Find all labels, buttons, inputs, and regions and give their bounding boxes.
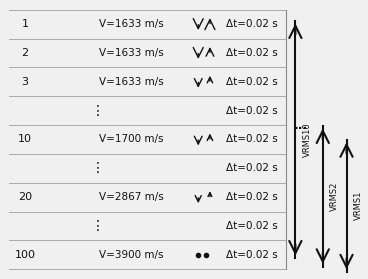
Text: VRMS10: VRMS10 (303, 122, 312, 157)
Text: V=2867 m/s: V=2867 m/s (99, 192, 163, 202)
Text: Δt=0.02 s: Δt=0.02 s (226, 163, 277, 173)
Text: 10: 10 (18, 134, 32, 145)
Text: V=3900 m/s: V=3900 m/s (99, 250, 163, 260)
Text: 20: 20 (18, 192, 32, 202)
Text: 100: 100 (15, 250, 36, 260)
Text: 1: 1 (22, 19, 29, 29)
Text: ...: ... (294, 119, 308, 132)
Text: Δt=0.02 s: Δt=0.02 s (226, 192, 277, 202)
Text: ⋮: ⋮ (91, 219, 105, 233)
Text: VRMS1: VRMS1 (354, 191, 363, 220)
Text: Δt=0.02 s: Δt=0.02 s (226, 106, 277, 116)
Text: V=1700 m/s: V=1700 m/s (99, 134, 163, 145)
Text: Δt=0.02 s: Δt=0.02 s (226, 77, 277, 87)
Text: V=1633 m/s: V=1633 m/s (99, 77, 163, 87)
Text: Δt=0.02 s: Δt=0.02 s (226, 134, 277, 145)
Text: Δt=0.02 s: Δt=0.02 s (226, 250, 277, 260)
Text: Δt=0.02 s: Δt=0.02 s (226, 19, 277, 29)
Text: Δt=0.02 s: Δt=0.02 s (226, 221, 277, 231)
Text: 3: 3 (22, 77, 29, 87)
Text: ⋮: ⋮ (91, 104, 105, 118)
Text: ⋮: ⋮ (91, 161, 105, 175)
Text: V=1633 m/s: V=1633 m/s (99, 19, 163, 29)
Text: Δt=0.02 s: Δt=0.02 s (226, 48, 277, 58)
Text: 2: 2 (22, 48, 29, 58)
Text: V=1633 m/s: V=1633 m/s (99, 48, 163, 58)
Text: VRMS2: VRMS2 (330, 181, 339, 211)
